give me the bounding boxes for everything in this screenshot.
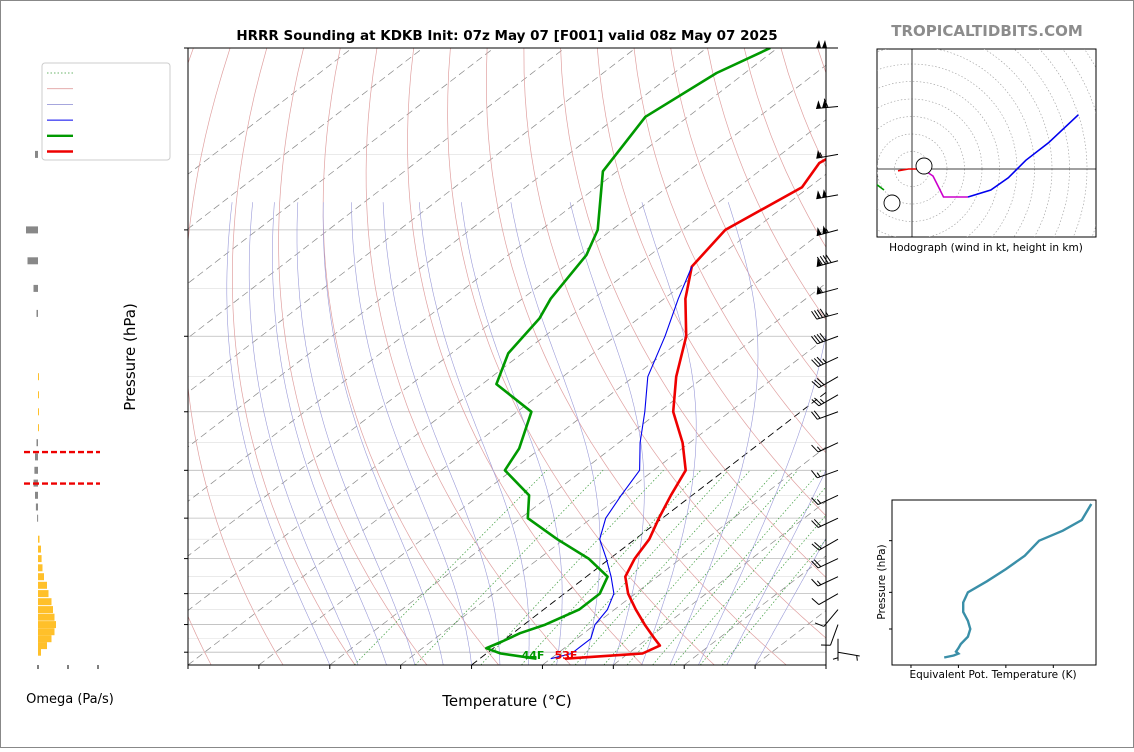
barb-half bbox=[857, 655, 858, 660]
omega-bar bbox=[38, 573, 44, 580]
surface-temperature-label: 53F bbox=[555, 649, 578, 662]
hodo-marker-circle bbox=[884, 195, 900, 211]
theta-e-x-label: Equivalent Pot. Temperature (K) bbox=[909, 669, 1076, 681]
surface-dewpoint-label: 44F bbox=[522, 649, 545, 662]
legend bbox=[42, 63, 170, 160]
omega-bar bbox=[37, 439, 39, 446]
hodograph-caption: Hodograph (wind in kt, height in km) bbox=[889, 242, 1083, 254]
omega-bar bbox=[38, 621, 56, 628]
omega-bar bbox=[26, 226, 38, 233]
omega-bar bbox=[38, 408, 39, 415]
omega-bar bbox=[35, 151, 38, 158]
omega-bar bbox=[38, 582, 47, 589]
omega-bar bbox=[38, 373, 39, 380]
hodograph-frame bbox=[877, 49, 1096, 237]
theta-e-panel: Equivalent Pot. Temperature (K) Pressure… bbox=[876, 500, 1096, 681]
legend-box bbox=[42, 63, 170, 160]
omega-bar bbox=[34, 467, 38, 474]
theta-e-y-label: Pressure (hPa) bbox=[876, 544, 888, 619]
omega-bar bbox=[38, 649, 41, 656]
omega-bar bbox=[38, 628, 55, 635]
watermark: TROPICALTIDBITS.COM bbox=[891, 22, 1083, 40]
omega-bar bbox=[38, 424, 39, 431]
omega-bar bbox=[38, 642, 47, 649]
omega-bar bbox=[38, 606, 53, 613]
hodo-marker-circle bbox=[916, 158, 932, 174]
omega-bar bbox=[35, 453, 38, 460]
x-axis-label: Temperature (°C) bbox=[441, 692, 571, 710]
chart-title: HRRR Sounding at KDKB Init: 07z May 07 [… bbox=[236, 28, 777, 44]
y-axis-label: Pressure (hPa) bbox=[121, 303, 139, 411]
omega-bar bbox=[38, 546, 41, 553]
omega-bar bbox=[38, 614, 55, 621]
omega-bar bbox=[34, 285, 39, 292]
omega-bar bbox=[38, 391, 39, 398]
theta-e-frame bbox=[892, 500, 1096, 665]
omega-axis-label: Omega (Pa/s) bbox=[26, 692, 114, 707]
omega-bar bbox=[28, 257, 39, 264]
omega-bar bbox=[37, 515, 38, 522]
omega-bar bbox=[38, 598, 52, 605]
omega-bar bbox=[38, 590, 49, 597]
omega-bar bbox=[35, 492, 38, 499]
omega-bar bbox=[36, 504, 38, 511]
omega-bar bbox=[38, 555, 42, 562]
omega-bar bbox=[37, 310, 39, 317]
omega-bar bbox=[38, 635, 52, 642]
omega-bar bbox=[38, 564, 43, 571]
omega-bar bbox=[38, 536, 40, 543]
